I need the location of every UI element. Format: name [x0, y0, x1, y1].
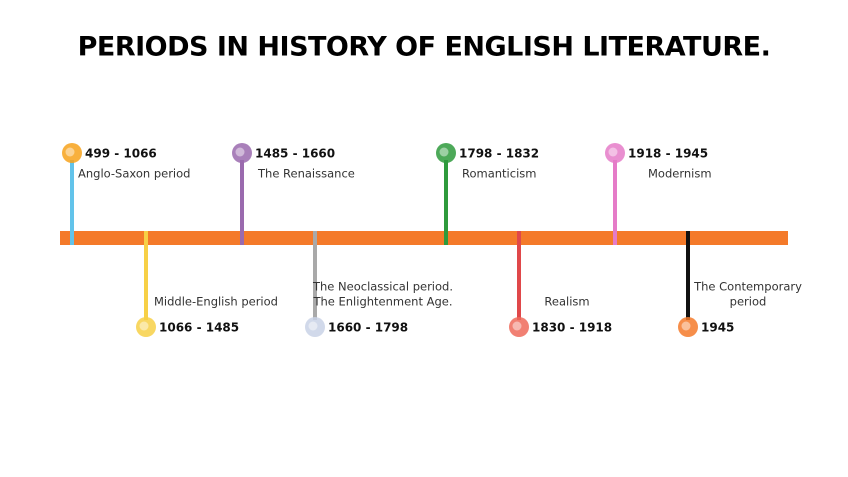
period-label: The Renaissance: [257, 167, 355, 181]
dates: 1066 - 1485: [159, 321, 239, 335]
period-label: Romanticism: [462, 167, 536, 181]
dates: 1830 - 1918: [532, 321, 612, 335]
period: 1660 - 1798 The Neoclassical period.The E…: [305, 231, 453, 337]
period: 1918 - 1945 Modernism: [605, 143, 712, 245]
period-label: Modernism: [648, 167, 712, 181]
period-label: The Enlightenment Age.: [312, 295, 452, 309]
marker-highlight: [235, 147, 245, 157]
period: 499 - 1066 Anglo-Saxon period: [62, 143, 190, 245]
period-label: The Contemporary: [693, 280, 802, 294]
marker: [62, 143, 82, 163]
period-label: The Neoclassical period.: [312, 280, 453, 294]
marker: [136, 317, 156, 337]
dates: 1485 - 1660: [255, 147, 335, 161]
marker-highlight: [608, 147, 618, 157]
period: 1798 - 1832 Romanticism: [436, 143, 539, 245]
title: PERIODS IN HISTORY OF ENGLISH LITERATURE…: [78, 32, 771, 63]
dates: 499 - 1066: [85, 147, 157, 161]
period-label: Anglo-Saxon period: [78, 167, 190, 181]
marker: [232, 143, 252, 163]
marker: [436, 143, 456, 163]
period-label: Middle-English period: [154, 295, 278, 309]
period: 1066 - 1485 Middle-English period: [136, 231, 278, 337]
marker: [305, 317, 325, 337]
dates: 1918 - 1945: [628, 147, 708, 161]
periods: 499 - 1066 Anglo-Saxon period 1066 - 1485 M…: [62, 143, 802, 337]
period-label: Realism: [544, 295, 589, 309]
dates: 1660 - 1798: [328, 321, 408, 335]
marker: [509, 317, 529, 337]
marker-highlight: [439, 147, 449, 157]
marker: [605, 143, 625, 163]
marker-highlight: [681, 321, 691, 331]
dates: 1945: [701, 321, 734, 335]
period: 1485 - 1660 The Renaissance: [232, 143, 355, 245]
dates: 1798 - 1832: [459, 147, 539, 161]
marker-highlight: [512, 321, 522, 331]
period: 1830 - 1918 Realism: [509, 231, 612, 337]
marker: [678, 317, 698, 337]
period-label: period: [730, 295, 767, 309]
marker-highlight: [308, 321, 318, 331]
marker-highlight: [139, 321, 149, 331]
timeline-bar: [60, 231, 788, 245]
marker-highlight: [65, 147, 75, 157]
